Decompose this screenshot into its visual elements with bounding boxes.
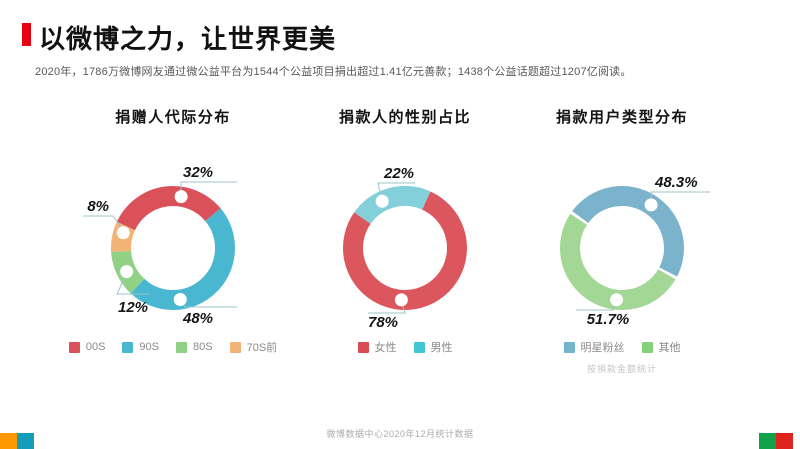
legend-swatch <box>68 341 80 353</box>
donut-segment-男性 <box>354 186 431 225</box>
legend-label: 70S前 <box>246 342 278 354</box>
callout-dot <box>120 265 134 279</box>
legend-label: 其他 <box>658 342 681 354</box>
donut-chart: 22% 78% <box>343 165 467 331</box>
callout-line <box>116 271 149 295</box>
legend-label: 90S <box>139 341 159 353</box>
legend-swatch <box>563 341 575 353</box>
chart-user-type-distribution: 捐款用户类型分布 48.3% 51.7% 明星粉丝 其他 按捐款金额统计 <box>502 106 742 375</box>
callout-dot <box>116 226 130 240</box>
legend-swatch <box>641 341 653 353</box>
donut-segment-90S <box>130 208 235 310</box>
deco-square-blue <box>17 433 34 449</box>
chart-title: 捐款用户类型分布 <box>555 109 688 126</box>
donut-segment-00S <box>116 186 221 231</box>
callout-dot <box>375 194 389 208</box>
percent-label: 12% <box>118 299 148 316</box>
percent-label: 32% <box>183 164 213 181</box>
legend-item: 男性 <box>413 339 453 355</box>
page-header: 以微博之力，让世界更美 <box>22 19 336 56</box>
legend-item: 明星粉丝 <box>563 339 625 355</box>
callout-dot <box>173 292 187 306</box>
legend: 00S 90S 80S 70S前 <box>53 339 293 355</box>
page-title: 以微博之力，让世界更美 <box>39 24 337 54</box>
callout-dot <box>610 293 624 307</box>
legend-item: 80S <box>176 341 213 353</box>
legend-item: 90S <box>122 341 159 353</box>
percent-label: 51.7% <box>587 311 630 328</box>
legend-label: 明星粉丝 <box>580 342 625 354</box>
legend-item: 00S <box>68 341 106 353</box>
legend-label: 80S <box>193 341 213 353</box>
accent-bar <box>22 23 31 46</box>
chart-gender-ratio: 捐款人的性别占比 22% 78% 女性 男性 <box>285 106 525 355</box>
chart-title: 捐赠人代际分布 <box>115 109 231 126</box>
legend-swatch <box>176 341 187 353</box>
legend-item: 其他 <box>641 339 681 355</box>
legend-label: 00S <box>85 341 106 353</box>
deco-square-green <box>759 433 776 449</box>
legend-swatch <box>357 341 369 353</box>
legend-item: 女性 <box>357 339 397 355</box>
donut-chart: 48.3% 51.7% <box>560 174 710 328</box>
donut-segment-其他 <box>560 213 676 311</box>
legend: 女性 男性 <box>285 339 525 355</box>
legend-item: 70S前 <box>229 339 278 355</box>
legend-swatch <box>122 341 134 353</box>
chart-title: 捐款人的性别占比 <box>338 109 471 126</box>
callout-dot <box>174 190 188 204</box>
percent-label: 48% <box>182 310 213 327</box>
deco-square-red <box>776 433 793 449</box>
percent-label: 48.3% <box>654 174 698 191</box>
legend-label: 男性 <box>430 342 453 354</box>
donut-segment-明星粉丝 <box>572 186 684 277</box>
legend-swatch <box>413 341 425 353</box>
percent-label: 22% <box>383 165 414 182</box>
deco-square-orange <box>0 433 17 449</box>
legend-swatch <box>229 341 241 353</box>
subtitle: 2020年，1786万微博网友通过微公益平台为1544个公益项目捐出超过1.41… <box>35 66 632 78</box>
footer-caption: 微博数据中心2020年12月统计数据 <box>326 429 474 439</box>
callout-dot <box>644 198 658 212</box>
percent-label: 8% <box>87 198 109 215</box>
callout-line <box>83 215 125 232</box>
donut-segment-女性 <box>343 191 467 310</box>
percent-label: 78% <box>368 314 398 331</box>
donut-chart: 32% 48% 12% 8% <box>83 164 237 327</box>
chart-note: 按捐款金额统计 <box>586 364 657 374</box>
legend-label: 女性 <box>374 342 397 354</box>
legend: 明星粉丝 其他 <box>502 339 742 355</box>
chart-generation-distribution: 捐赠人代际分布 32% 48% 12% 8% 00S 90S 80S 70S前 <box>53 106 293 355</box>
callout-dot <box>394 293 408 307</box>
